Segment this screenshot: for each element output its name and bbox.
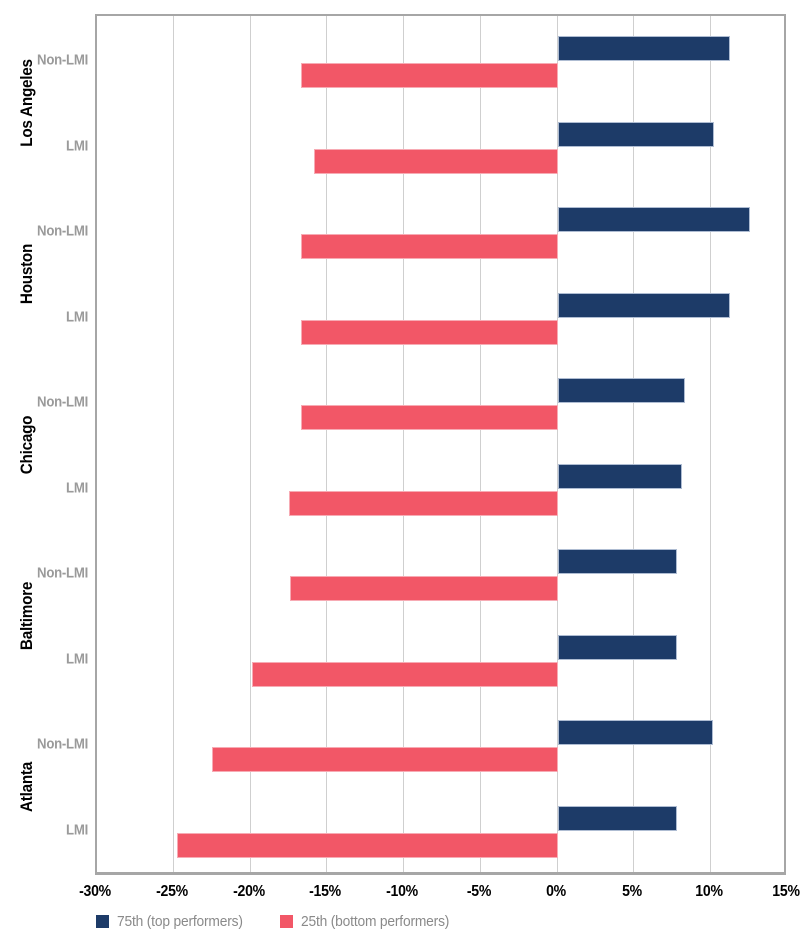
city-label-houston: Houston	[17, 243, 36, 304]
legend-item-75th: 75th (top performers)	[96, 913, 254, 930]
row-label-atlanta-non-lmi: Non-LMI	[37, 735, 88, 753]
gridline--5	[479, 16, 481, 872]
row-label-houston-lmi: LMI	[66, 308, 88, 325]
bar-p25-los-angeles-non-lmi	[301, 63, 558, 88]
bar-p75-baltimore-non-lmi	[557, 549, 678, 574]
legend-label-25th: 25th (bottom performers)	[300, 913, 449, 930]
gridline--15	[326, 16, 328, 872]
gridline--25	[172, 16, 174, 872]
gridline--10	[403, 16, 405, 872]
bar-p25-baltimore-non-lmi	[290, 576, 558, 601]
gridline-5	[633, 16, 635, 872]
x-tick--25: -25%	[155, 883, 188, 900]
row-label-houston-non-lmi: Non-LMI	[37, 222, 88, 240]
x-tick-0: 0%	[545, 883, 566, 900]
bar-p25-houston-non-lmi	[301, 234, 558, 259]
x-tick--20: -20%	[232, 883, 265, 900]
bar-p25-chicago-lmi	[288, 490, 558, 516]
x-tick--15: -15%	[309, 883, 342, 900]
x-tick-10: 10%	[695, 883, 724, 900]
row-label-los-angeles-non-lmi: Non-LMI	[37, 51, 88, 69]
x-tick--30: -30%	[79, 883, 111, 900]
x-tick-15: 15%	[772, 883, 800, 900]
plot-area	[95, 14, 786, 875]
bar-p25-atlanta-non-lmi	[212, 747, 558, 772]
city-label-baltimore: Baltimore	[17, 581, 36, 650]
row-label-los-angeles-lmi: LMI	[66, 137, 88, 154]
bar-p25-houston-lmi	[301, 319, 558, 345]
bar-p75-los-angeles-non-lmi	[557, 36, 730, 61]
bar-p25-los-angeles-lmi	[313, 148, 558, 174]
city-label-los-angeles: Los Angeles	[17, 59, 36, 147]
bar-p75-atlanta-lmi	[557, 805, 678, 831]
gridline--20	[249, 16, 251, 872]
legend-swatch-75th-icon	[96, 915, 109, 928]
bar-p75-chicago-non-lmi	[557, 378, 686, 403]
x-tick-5: 5%	[622, 883, 643, 900]
legend-swatch-25th-icon	[279, 915, 293, 928]
bar-p75-houston-lmi	[557, 292, 730, 318]
x-tick--10: -10%	[386, 883, 419, 900]
bar-p75-los-angeles-lmi	[557, 121, 715, 147]
row-label-chicago-lmi: LMI	[66, 479, 88, 496]
chart-legend: 75th (top performers) 25th (bottom perfo…	[96, 913, 462, 930]
city-label-chicago: Chicago	[17, 415, 36, 474]
row-label-atlanta-lmi: LMI	[66, 821, 88, 838]
bar-p75-chicago-lmi	[557, 463, 683, 489]
legend-item-25th: 25th (bottom performers)	[279, 913, 462, 930]
row-label-baltimore-non-lmi: Non-LMI	[37, 564, 88, 582]
row-label-baltimore-lmi: LMI	[66, 650, 88, 667]
bar-p75-houston-non-lmi	[557, 207, 750, 232]
bar-p75-baltimore-lmi	[557, 634, 678, 660]
bar-p75-atlanta-non-lmi	[557, 720, 713, 745]
row-label-chicago-non-lmi: Non-LMI	[37, 393, 88, 411]
gridline-0	[556, 16, 558, 872]
gridline-10	[710, 16, 712, 872]
bar-p25-chicago-non-lmi	[301, 405, 558, 430]
legend-label-75th: 75th (top performers)	[117, 913, 243, 930]
x-tick--5: -5%	[466, 883, 492, 900]
bar-p25-baltimore-lmi	[252, 661, 558, 687]
city-label-atlanta: Atlanta	[17, 761, 36, 812]
bar-p25-atlanta-lmi	[176, 832, 558, 858]
